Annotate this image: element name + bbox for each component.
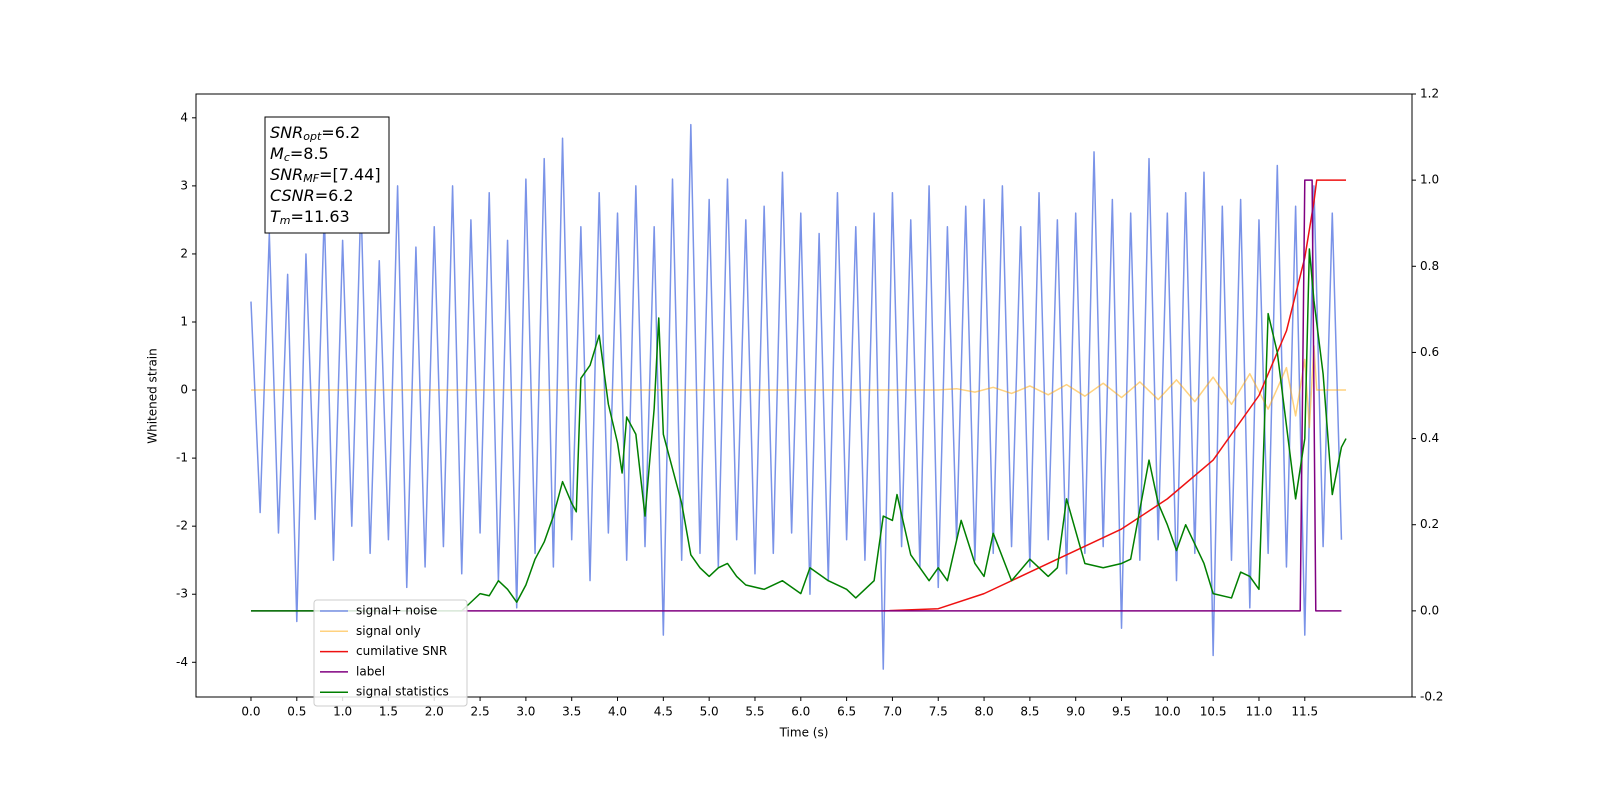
y-tick-label: 0 <box>180 383 188 397</box>
x-tick-label: 5.5 <box>745 705 764 719</box>
annotation-subscript: MF <box>303 172 319 185</box>
x-tick-label: 7.5 <box>929 705 948 719</box>
x-tick-label: 2.0 <box>425 705 444 719</box>
x-tick-label: 1.5 <box>379 705 398 719</box>
annotation-value: =11.63 <box>291 207 350 226</box>
legend-box <box>313 599 468 707</box>
plot-frame <box>195 93 1413 698</box>
x-tick-label: 9.5 <box>1112 705 1131 719</box>
y-tick-label: -3 <box>176 587 188 601</box>
x-tick-label: 4.5 <box>654 705 673 719</box>
annotation-box <box>264 116 390 234</box>
x-tick-label: 1.0 <box>333 705 352 719</box>
annotation-symbol: SNR <box>270 123 303 142</box>
x-tick-label: 0.0 <box>241 705 260 719</box>
x-tick-label: 3.5 <box>562 705 581 719</box>
y-tick-label: 3 <box>180 178 188 192</box>
y2-tick-label: 1.2 <box>1420 87 1439 101</box>
x-tick-label: 3.0 <box>516 705 535 719</box>
annotation-value: =6.2 <box>321 123 360 142</box>
y-tick-label: -2 <box>176 519 188 533</box>
legend-label: signal only <box>356 624 421 638</box>
y2-tick-label: 0.0 <box>1420 603 1439 617</box>
x-tick-label: 8.5 <box>1020 705 1039 719</box>
y-tick-label: -4 <box>176 655 188 669</box>
x-tick-label: 10.5 <box>1200 705 1227 719</box>
y2-tick-label: 1.0 <box>1420 173 1439 187</box>
annotation-subscript: m <box>280 214 291 227</box>
y2-tick-label: 0.8 <box>1420 259 1439 273</box>
legend-label: label <box>356 664 385 678</box>
x-axis-label: Time (s) <box>779 726 829 740</box>
annotation-symbol: T <box>270 207 281 226</box>
legend-label: signal+ noise <box>356 604 437 618</box>
annotation-symbol: SNR <box>270 165 303 184</box>
annotation-symbol: M <box>270 144 284 163</box>
annotation-value: =8.5 <box>290 144 329 163</box>
series-line <box>250 179 1342 612</box>
x-tick-label: 4.0 <box>608 705 627 719</box>
y-tick-label: 4 <box>180 110 188 124</box>
annotation-subscript: c <box>284 151 290 164</box>
legend: signal+ noise signal only cumilative SNR la… <box>313 599 468 707</box>
x-tick-label: 11.0 <box>1246 705 1273 719</box>
x-tick-label: 6.0 <box>791 705 810 719</box>
y-axis-label: Whitened strain <box>146 348 160 444</box>
x-tick-label: 8.0 <box>975 705 994 719</box>
annotation: SNRopt=6.2Mc=8.5SNRMF=[7.44]CSNR=6.2Tm=1… <box>264 116 390 234</box>
x-tick-label: 0.5 <box>287 705 306 719</box>
y2-tick-label: 0.2 <box>1420 517 1439 531</box>
annotation-line: Mc=8.5 <box>270 144 329 165</box>
x-tick-label: 6.5 <box>837 705 856 719</box>
y-tick-label: -1 <box>176 451 188 465</box>
annotation-line: SNRMF=[7.44] <box>270 165 381 186</box>
legend-label: cumilative SNR <box>356 644 447 658</box>
x-tick-label: 9.0 <box>1066 705 1085 719</box>
x-tick-label: 10.0 <box>1154 705 1181 719</box>
y2-tick-label: 0.4 <box>1420 431 1439 445</box>
series-line <box>250 345 1347 429</box>
x-tick-label: 2.5 <box>471 705 490 719</box>
x-tick-label: 7.0 <box>883 705 902 719</box>
y2-tick-label: 0.6 <box>1420 345 1439 359</box>
annotation-symbol: CSNR <box>270 186 315 205</box>
annotation-subscript: opt <box>303 130 322 143</box>
y-tick-label: 2 <box>180 246 188 260</box>
annotation-line: CSNR=6.2 <box>270 186 354 205</box>
y2-tick-label: -0.2 <box>1420 690 1443 704</box>
y-tick-label: 1 <box>180 314 188 328</box>
series-line <box>250 248 1347 612</box>
series-line <box>250 123 1343 670</box>
annotation-value: =[7.44] <box>319 165 381 184</box>
annotation-line: SNRopt=6.2 <box>270 123 360 144</box>
plot-lines <box>250 123 1347 670</box>
legend-label: signal statistics <box>356 685 449 699</box>
annotation-line: Tm=11.63 <box>270 207 350 228</box>
annotation-value: =6.2 <box>315 186 354 205</box>
x-tick-label: 11.5 <box>1291 705 1318 719</box>
x-tick-label: 5.0 <box>700 705 719 719</box>
